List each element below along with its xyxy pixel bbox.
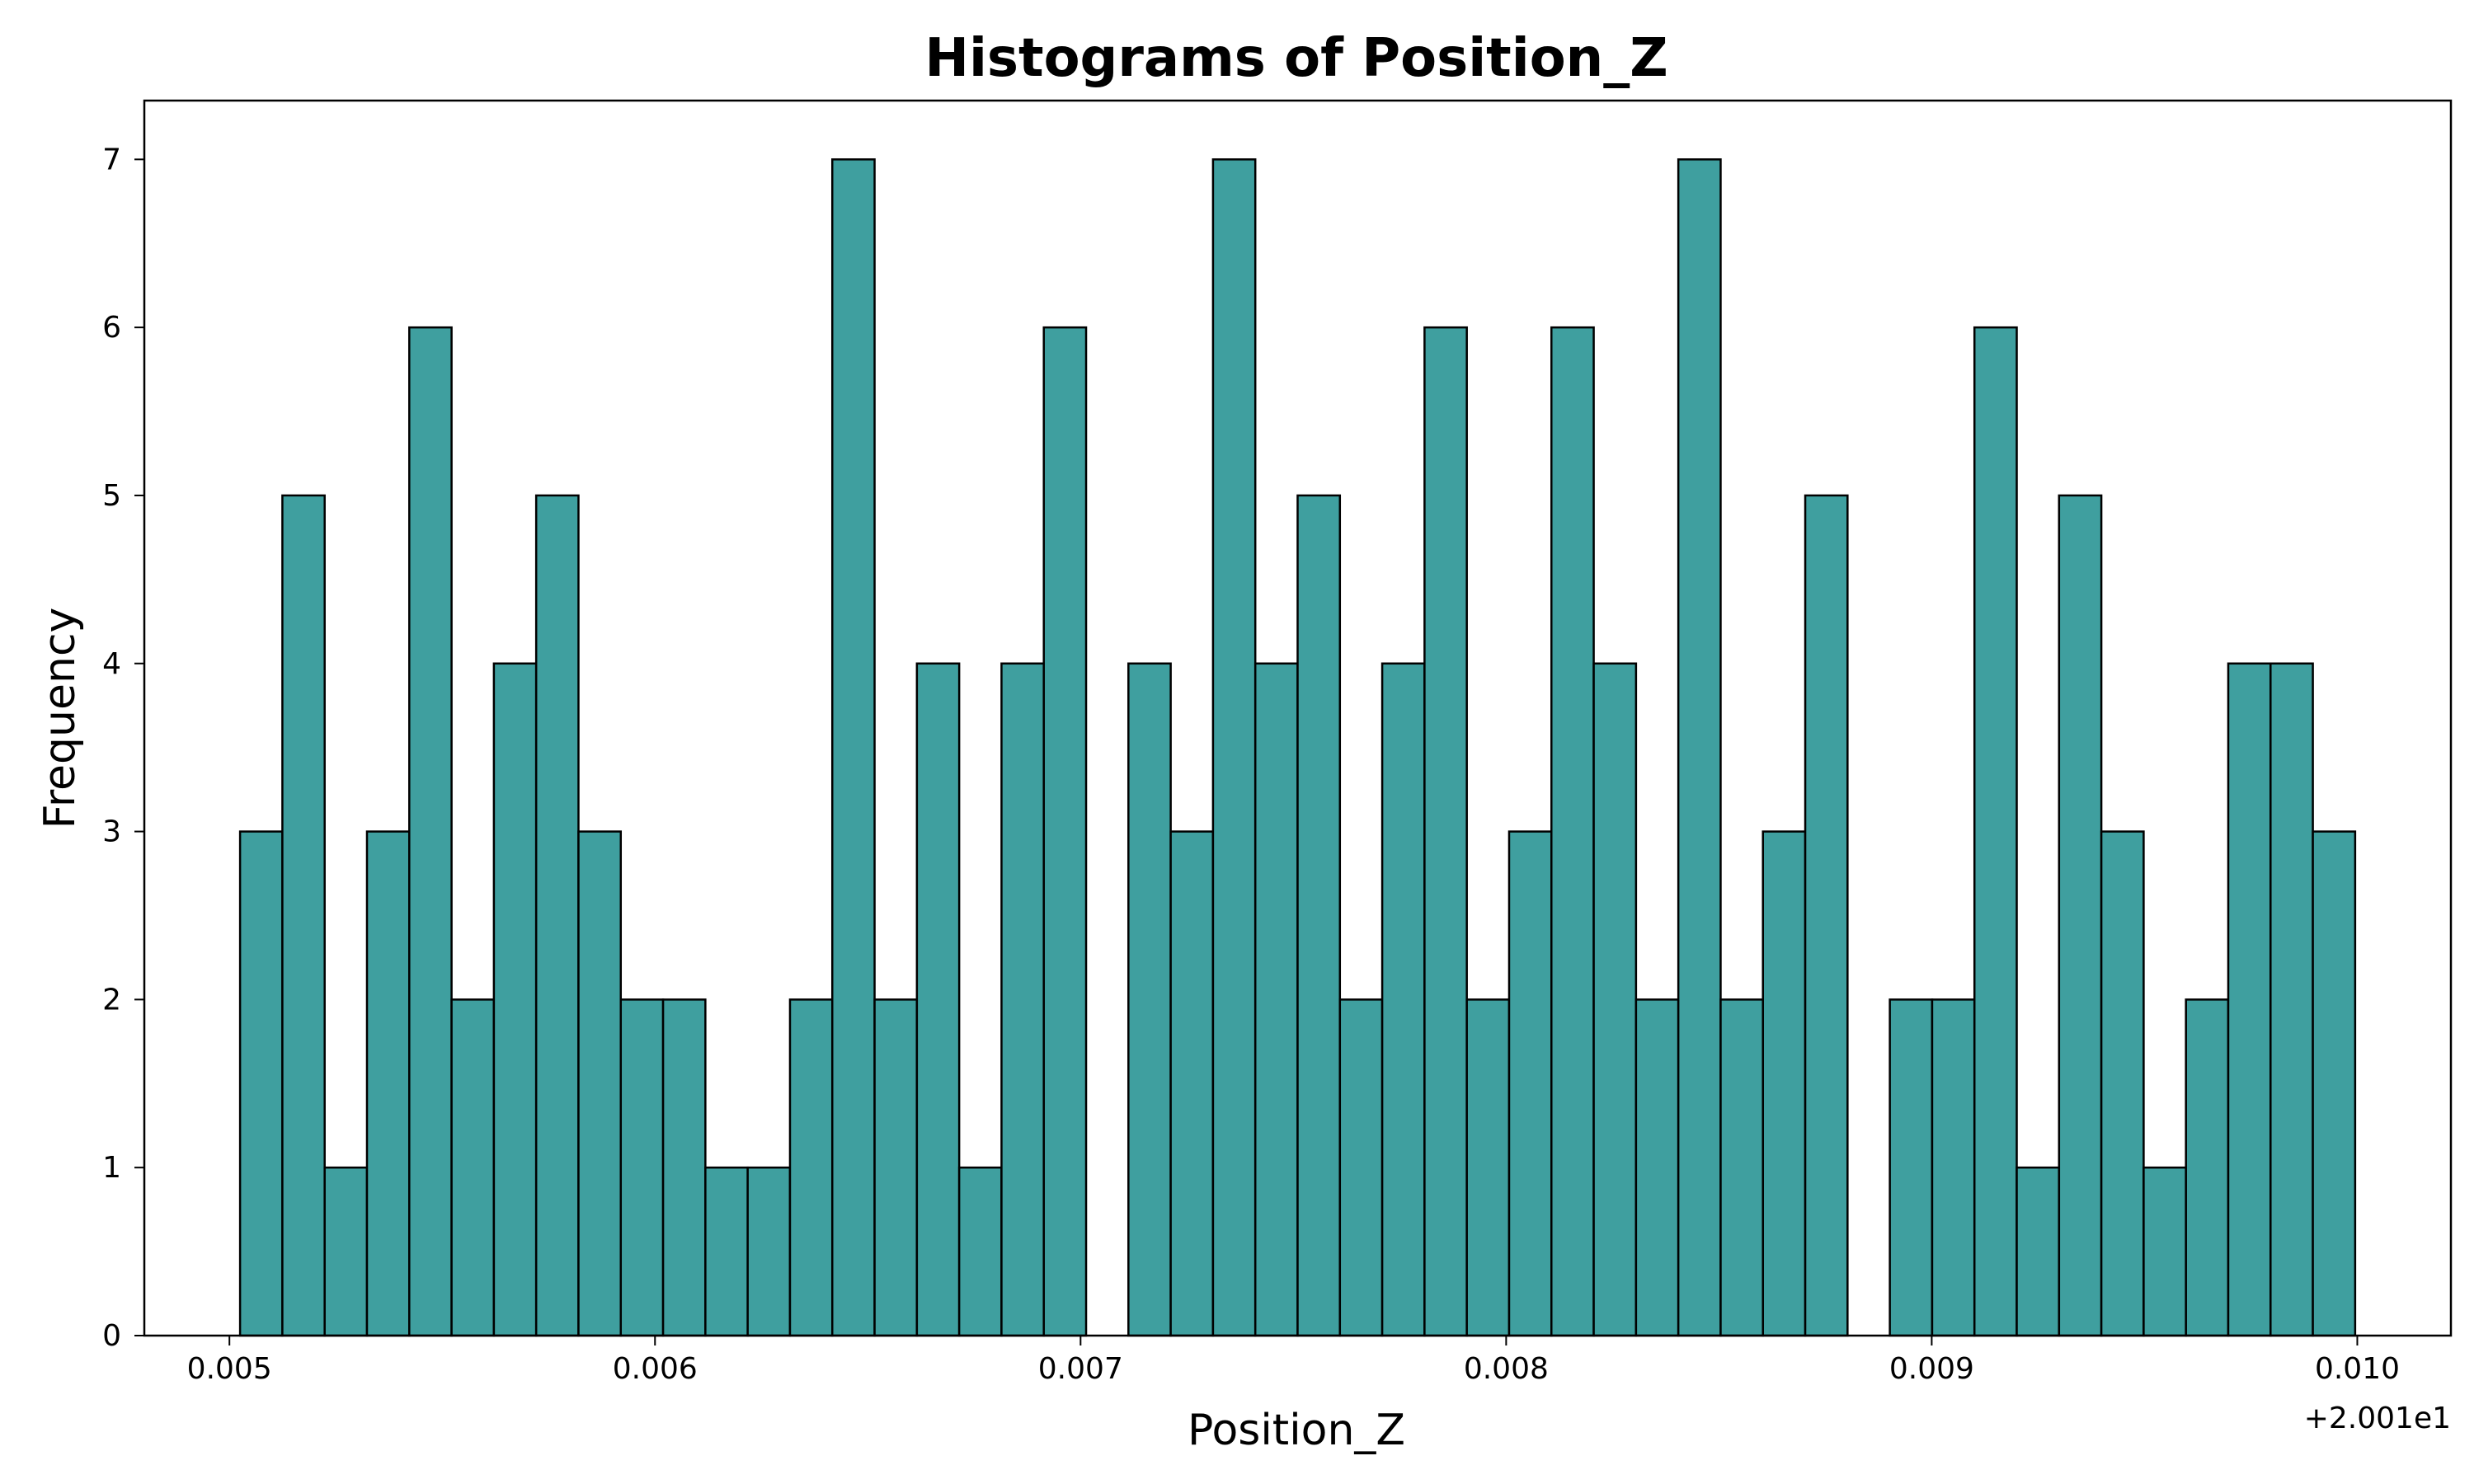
histogram-bar [1338,998,1384,1337]
histogram-bar [830,158,876,1337]
histogram-bar [577,830,623,1337]
y-tick-label: 0 [102,1319,121,1353]
histogram-bar [1973,326,2018,1337]
histogram-bar [2185,998,2230,1337]
histogram-bar [1296,494,1342,1337]
histogram-bar [1507,830,1553,1337]
y-tick-label: 5 [102,479,121,513]
x-tick-label: 0.009 [1889,1352,1974,1386]
histogram-bar [534,494,580,1337]
x-tick-label: 0.010 [2315,1352,2400,1386]
x-tick-label: 0.005 [187,1352,272,1386]
histogram-bar [1042,326,1088,1337]
y-axis-label: Frequency [35,608,85,829]
histogram-bar [1253,662,1299,1337]
x-axis-offset-label: +2.001e1 [2304,1402,2451,1435]
x-tick-label: 0.007 [1038,1352,1123,1386]
histogram-bar [2269,662,2314,1337]
histogram-bar [323,1166,369,1337]
histogram-bar [1211,158,1257,1337]
histogram-bar [619,998,665,1337]
histogram-bar [2015,1166,2061,1337]
histogram-bar [788,998,834,1337]
histogram-bar [1550,326,1595,1337]
histogram-bar [1634,998,1680,1337]
histogram-bar [1677,158,1722,1337]
bars-group [238,158,2357,1337]
histogram-bar [1380,662,1426,1337]
histogram-bar [281,494,326,1337]
histogram-bar [1761,830,1807,1337]
histogram-bar [492,662,538,1337]
histogram-bar [746,1166,792,1337]
y-tick-label: 7 [102,143,121,176]
histogram-bar [365,830,411,1337]
histogram-bar [2100,830,2145,1337]
histogram-bar [1804,494,1849,1337]
histogram-bar [1592,662,1638,1337]
histogram-bar [915,662,961,1337]
y-axis-ticks: 0 1 2 3 4 5 6 7 [102,143,144,1353]
y-tick-label: 6 [102,311,121,345]
histogram-bar [2312,830,2357,1337]
chart-title: Histograms of Position_Z [924,28,1667,89]
histogram-bar [1465,998,1511,1337]
histogram-bar [450,998,496,1337]
y-tick-label: 3 [102,815,121,849]
histogram-bar [408,326,453,1337]
x-axis-label: Position_Z [1188,1406,1405,1455]
x-tick-label: 0.006 [613,1352,698,1386]
histogram-bar [2142,1166,2187,1337]
histogram-bar [873,998,919,1337]
histogram-bar [1888,998,1934,1337]
histogram-bar [704,1166,749,1337]
histogram-bar [1127,662,1172,1337]
y-tick-label: 1 [102,1151,121,1185]
histogram-bar [1931,998,1976,1337]
histogram-bar [1000,662,1045,1337]
histogram-bar [957,1166,1003,1337]
y-tick-label: 4 [102,647,121,681]
histogram-bar [661,998,707,1337]
histogram-bar [1169,830,1215,1337]
histogram-bar [1719,998,1765,1337]
y-tick-label: 2 [102,983,121,1017]
x-tick-label: 0.008 [1464,1352,1549,1386]
plot-frame [143,99,2453,1337]
histogram-bar [238,830,284,1337]
histogram-bar [2227,662,2272,1337]
x-axis-ticks: 0.005 0.006 0.007 0.008 0.009 0.010 [187,1336,2400,1386]
histogram-bar [1423,326,1468,1337]
histogram-bar [2058,494,2103,1337]
